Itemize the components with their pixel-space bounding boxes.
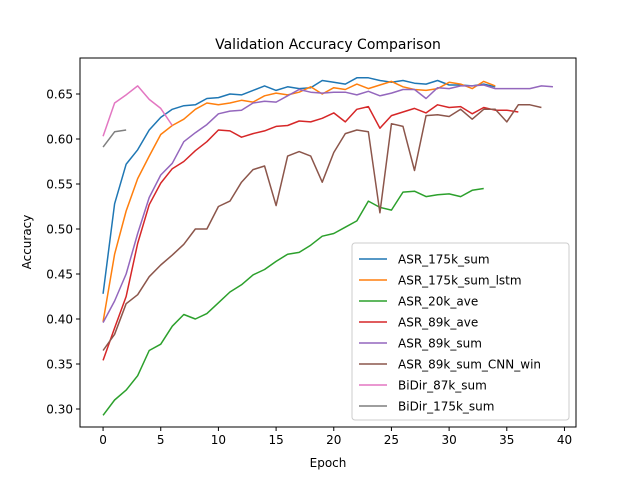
series-line-5 bbox=[102, 104, 542, 351]
x-tick-label: 0 bbox=[99, 433, 107, 447]
legend-label: BiDir_175k_sum bbox=[398, 400, 494, 414]
legend-label: ASR_175k_sum_lstm bbox=[398, 274, 522, 288]
legend-label: ASR_175k_sum bbox=[398, 253, 490, 267]
legend-label: BiDir_87k_sum bbox=[398, 379, 487, 393]
y-tick-label: 0.65 bbox=[46, 88, 73, 102]
legend-label: ASR_89k_sum_CNN_win bbox=[398, 358, 541, 372]
y-tick-label: 0.60 bbox=[46, 133, 73, 147]
x-tick-label: 5 bbox=[157, 433, 165, 447]
y-tick-label: 0.55 bbox=[46, 178, 73, 192]
x-tick-label: 35 bbox=[499, 433, 514, 447]
y-tick-label: 0.45 bbox=[46, 268, 73, 282]
x-tick-label: 40 bbox=[557, 433, 572, 447]
legend-label: ASR_20k_ave bbox=[398, 295, 478, 309]
x-tick-label: 10 bbox=[211, 433, 226, 447]
series-line-4 bbox=[102, 84, 553, 323]
y-axis-label: Accuracy bbox=[20, 215, 34, 270]
legend: ASR_175k_sum ASR_175k_sum_lstm ASR_20k_ave… bbox=[351, 242, 570, 421]
legend-box bbox=[351, 242, 570, 421]
x-axis-label: Epoch bbox=[310, 456, 347, 470]
series-layer bbox=[102, 77, 553, 416]
series-line-0 bbox=[102, 77, 496, 294]
legend-label: ASR_89k_sum bbox=[398, 337, 482, 351]
x-tick-label: 30 bbox=[441, 433, 456, 447]
legend-label: ASR_89k_ave bbox=[398, 316, 478, 330]
series-line-6 bbox=[102, 85, 173, 137]
axis-layer: 0 5 10 15 20 25 30 35 40 0.30 0.35 0.40 0.45 0.50 0.55… bbox=[46, 88, 572, 448]
y-tick-label: 0.30 bbox=[46, 403, 73, 417]
y-tick-label: 0.35 bbox=[46, 358, 73, 372]
x-tick-label: 15 bbox=[268, 433, 283, 447]
chart-title: Validation Accuracy Comparison bbox=[215, 37, 441, 53]
series-line-3 bbox=[102, 104, 519, 361]
y-tick-label: 0.50 bbox=[46, 223, 73, 237]
y-tick-label: 0.40 bbox=[46, 313, 73, 327]
series-line-1 bbox=[102, 80, 496, 322]
series-line-7 bbox=[102, 129, 127, 148]
x-tick-label: 25 bbox=[384, 433, 399, 447]
x-tick-label: 20 bbox=[326, 433, 341, 447]
plot-frame bbox=[79, 57, 577, 428]
series-line-2 bbox=[102, 187, 484, 416]
